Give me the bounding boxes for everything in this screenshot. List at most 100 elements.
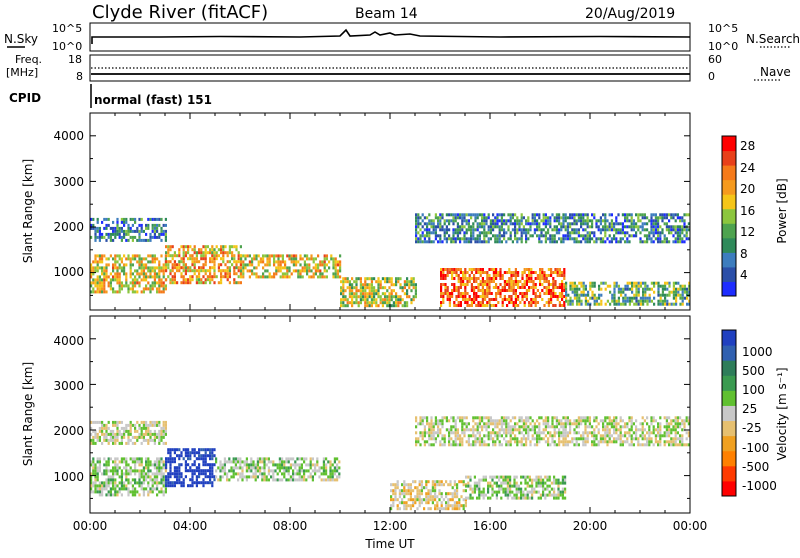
data-cell (525, 416, 527, 419)
data-cell (238, 254, 240, 257)
data-cell (94, 236, 96, 239)
data-cell (518, 425, 520, 428)
data-cell (587, 234, 589, 237)
data-cell (675, 300, 677, 303)
data-cell (572, 300, 574, 303)
data-cell (335, 272, 337, 275)
data-cell (215, 469, 217, 472)
data-cell (130, 472, 132, 475)
data-cell (108, 460, 110, 463)
data-cell (562, 434, 564, 437)
data-cell (116, 472, 118, 475)
data-cell (501, 228, 503, 231)
data-cell (211, 257, 213, 260)
data-cell (508, 280, 510, 283)
data-cell (472, 222, 474, 225)
data-cell (417, 240, 419, 243)
data-cell (141, 469, 143, 472)
data-cell (488, 289, 490, 292)
data-cell (154, 424, 156, 427)
data-cell (503, 431, 505, 434)
data-cell (499, 431, 501, 434)
data-cell (335, 263, 337, 266)
data-cell (112, 269, 114, 272)
data-cell (637, 213, 639, 216)
data-cell (239, 472, 241, 475)
data-cell (572, 303, 574, 306)
data-cell (393, 283, 395, 286)
data-cell (620, 425, 622, 428)
data-cell (547, 231, 549, 234)
data-cell (103, 469, 105, 472)
data-cell (554, 240, 556, 243)
data-cell (108, 218, 110, 221)
data-cell (105, 257, 107, 260)
data-cell (496, 234, 498, 237)
data-cell (152, 472, 154, 475)
data-cell (226, 472, 228, 475)
data-cell (99, 493, 101, 496)
data-cell (565, 294, 567, 297)
data-cell (481, 428, 483, 431)
data-cell (222, 463, 224, 466)
data-cell (504, 286, 506, 289)
data-cell (633, 422, 635, 425)
data-cell (513, 280, 515, 283)
data-cell (112, 484, 114, 487)
data-cell (99, 439, 101, 442)
data-cell (394, 492, 396, 495)
data-cell (461, 213, 463, 216)
data-cell (438, 507, 440, 510)
data-cell (499, 240, 501, 243)
data-cell (160, 457, 162, 460)
data-cell (191, 263, 193, 266)
data-cell (369, 277, 371, 280)
data-cell (143, 436, 145, 439)
data-cell (97, 490, 99, 493)
data-cell (266, 263, 268, 266)
data-cell (573, 219, 575, 222)
data-cell (143, 475, 145, 478)
data-cell (294, 478, 296, 481)
data-cell (569, 422, 571, 425)
data-cell (595, 219, 597, 222)
data-cell (538, 479, 540, 482)
data-cell (600, 237, 602, 240)
data-cell (635, 291, 637, 294)
data-cell (510, 428, 512, 431)
data-cell (463, 507, 465, 510)
data-cell (110, 236, 112, 239)
data-cell (507, 431, 509, 434)
data-cell (337, 275, 339, 278)
data-cell (535, 304, 537, 307)
data-cell (397, 298, 399, 301)
data-cell (213, 275, 215, 278)
data-cell (657, 291, 659, 294)
data-cell (505, 476, 507, 479)
data-cell (538, 225, 540, 228)
data-cell (459, 237, 461, 240)
data-cell (412, 504, 414, 507)
data-cell (476, 488, 478, 491)
data-cell (532, 425, 534, 428)
data-cell (266, 475, 268, 478)
data-cell (433, 443, 435, 446)
data-cell (513, 271, 515, 274)
data-cell (319, 263, 321, 266)
data-cell (509, 479, 511, 482)
data-cell (399, 507, 401, 510)
data-cell (525, 231, 527, 234)
data-cell (551, 425, 553, 428)
data-cell (469, 274, 471, 277)
data-cell (410, 495, 412, 498)
data-cell (565, 434, 567, 437)
data-cell (471, 283, 473, 286)
data-cell (160, 430, 162, 433)
data-cell (465, 501, 467, 504)
data-cell (548, 304, 550, 307)
data-cell (99, 469, 101, 472)
data-cell (403, 501, 405, 504)
data-cell (537, 274, 539, 277)
data-cell (191, 248, 193, 251)
data-cell (511, 497, 513, 500)
